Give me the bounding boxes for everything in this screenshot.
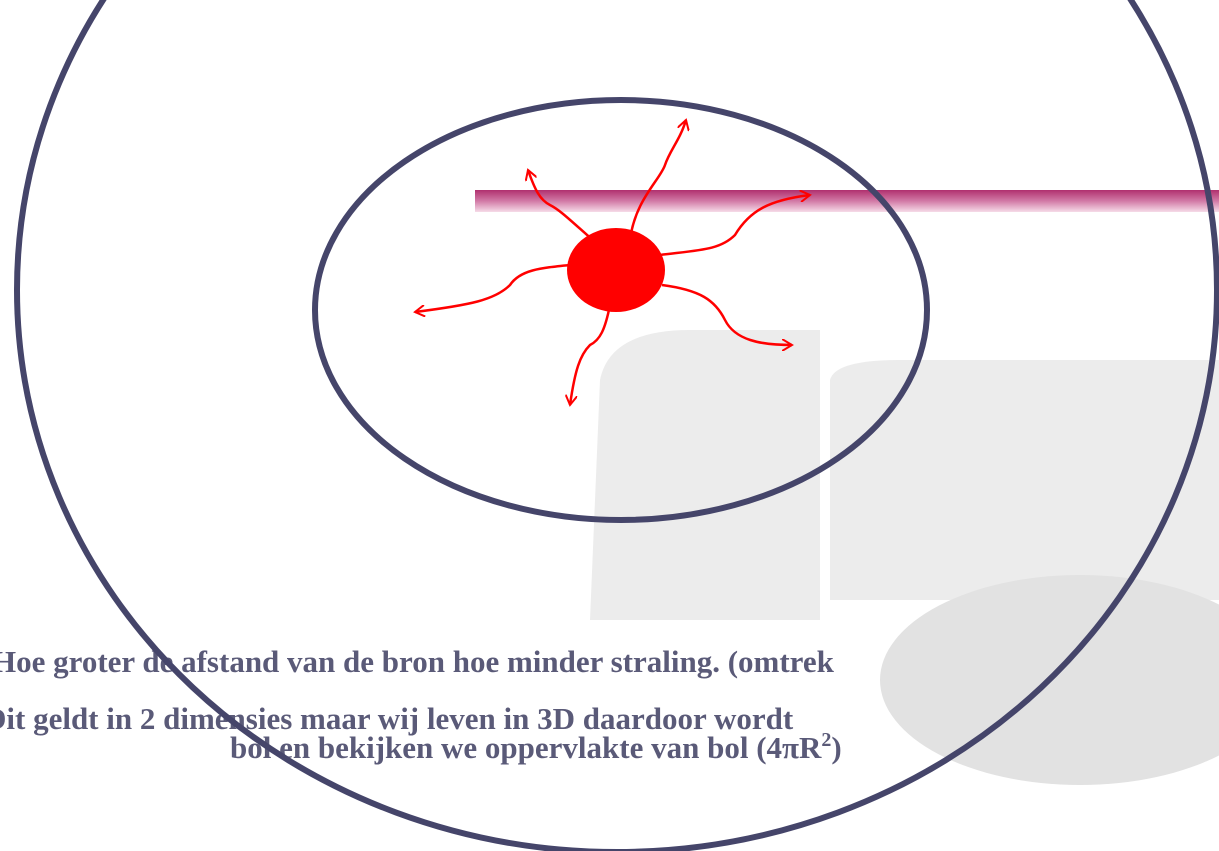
formula-text: bol en bekijken we oppervlakte van bol (… — [230, 730, 822, 765]
text-line: bol en bekijken we oppervlakte van bol (… — [230, 729, 842, 765]
slide: Hoe groter de afstand van de bron hoe mi… — [0, 0, 1219, 851]
source — [567, 228, 665, 312]
text-line-1: Hoe groter de afstand van de bron hoe mi… — [0, 644, 835, 679]
formula-end: ) — [831, 730, 841, 765]
text-line: Hoe groter de afstand van de bron hoe mi… — [0, 644, 835, 679]
title-bar — [475, 190, 1219, 212]
formula-sup: 2 — [821, 729, 831, 751]
